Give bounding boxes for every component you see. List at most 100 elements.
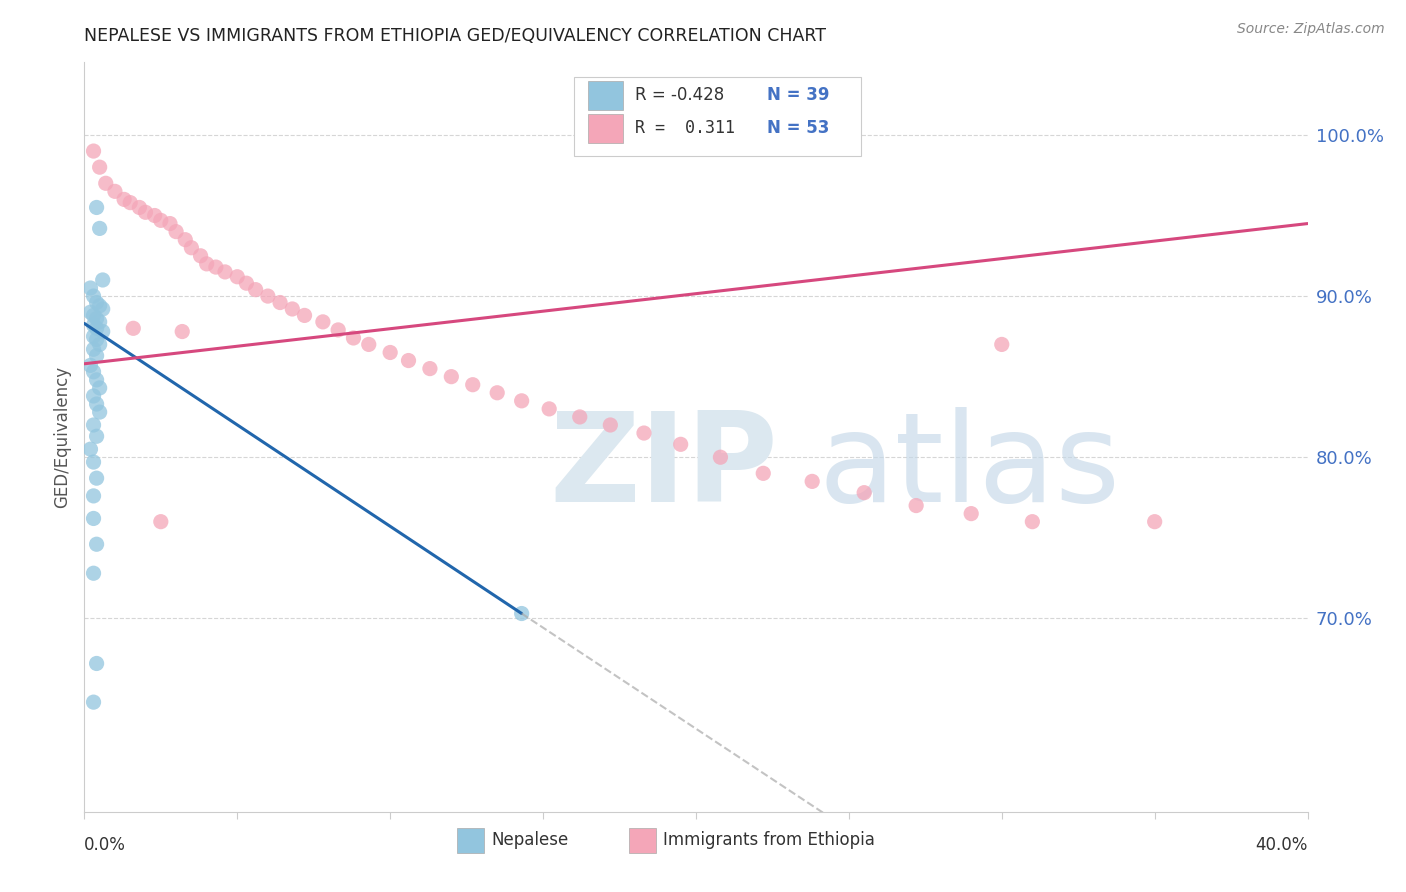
- Point: [112, 193, 135, 207]
- Point: [269, 295, 291, 310]
- Point: [86, 471, 108, 485]
- Point: [257, 289, 280, 303]
- Point: [149, 213, 172, 227]
- Point: [568, 409, 591, 424]
- Point: [960, 507, 983, 521]
- Point: [89, 337, 111, 351]
- Point: [294, 309, 316, 323]
- Point: [905, 499, 928, 513]
- Point: [89, 381, 111, 395]
- Text: ZIP: ZIP: [550, 407, 778, 527]
- Point: [86, 349, 108, 363]
- Point: [86, 429, 108, 443]
- Point: [180, 241, 202, 255]
- Point: [172, 325, 194, 339]
- Point: [83, 289, 105, 303]
- Point: [94, 176, 117, 190]
- FancyBboxPatch shape: [574, 78, 860, 156]
- Point: [89, 405, 111, 419]
- Point: [83, 318, 105, 332]
- Point: [1143, 515, 1166, 529]
- Point: [510, 607, 533, 621]
- Point: [440, 369, 463, 384]
- Text: N = 53: N = 53: [766, 120, 830, 137]
- Point: [174, 233, 197, 247]
- Point: [79, 359, 101, 373]
- Point: [89, 160, 111, 174]
- Point: [86, 537, 108, 551]
- Text: Immigrants from Ethiopia: Immigrants from Ethiopia: [664, 831, 875, 849]
- Point: [461, 377, 484, 392]
- Text: 0.0%: 0.0%: [84, 836, 127, 854]
- Point: [83, 309, 105, 323]
- Point: [120, 195, 142, 210]
- Point: [91, 273, 114, 287]
- Point: [83, 389, 105, 403]
- Point: [83, 695, 105, 709]
- Point: [486, 385, 509, 400]
- Point: [89, 315, 111, 329]
- Text: Nepalese: Nepalese: [492, 831, 569, 849]
- Point: [86, 333, 108, 347]
- Point: [214, 265, 236, 279]
- Point: [83, 511, 105, 525]
- Point: [86, 373, 108, 387]
- Point: [669, 437, 692, 451]
- Point: [83, 489, 105, 503]
- Text: atlas: atlas: [818, 407, 1121, 527]
- FancyBboxPatch shape: [588, 81, 623, 110]
- Point: [83, 144, 105, 158]
- Point: [510, 393, 533, 408]
- Point: [398, 353, 420, 368]
- Point: [89, 299, 111, 313]
- Point: [83, 329, 105, 343]
- Text: R = -0.428: R = -0.428: [636, 87, 724, 104]
- Point: [357, 337, 380, 351]
- Point: [104, 185, 127, 199]
- Point: [79, 442, 101, 457]
- Point: [83, 343, 105, 357]
- Point: [195, 257, 218, 271]
- Point: [122, 321, 145, 335]
- Point: [633, 425, 655, 440]
- Point: [235, 276, 257, 290]
- Point: [79, 305, 101, 319]
- Point: [79, 281, 101, 295]
- FancyBboxPatch shape: [588, 114, 623, 143]
- Point: [86, 295, 108, 310]
- Point: [89, 221, 111, 235]
- FancyBboxPatch shape: [457, 828, 484, 853]
- Text: N = 39: N = 39: [766, 87, 830, 104]
- Text: 40.0%: 40.0%: [1256, 836, 1308, 854]
- Point: [86, 657, 108, 671]
- Point: [801, 475, 824, 489]
- Point: [83, 417, 105, 432]
- Point: [91, 301, 114, 316]
- Point: [159, 217, 181, 231]
- FancyBboxPatch shape: [628, 828, 655, 853]
- Point: [86, 311, 108, 326]
- Point: [752, 467, 775, 481]
- Point: [83, 365, 105, 379]
- Point: [83, 455, 105, 469]
- Point: [226, 269, 249, 284]
- Point: [83, 566, 105, 581]
- Text: NEPALESE VS IMMIGRANTS FROM ETHIOPIA GED/EQUIVALENCY CORRELATION CHART: NEPALESE VS IMMIGRANTS FROM ETHIOPIA GED…: [84, 27, 827, 45]
- Point: [380, 345, 402, 359]
- Point: [419, 361, 441, 376]
- Point: [328, 323, 350, 337]
- Y-axis label: GED/Equivalency: GED/Equivalency: [53, 366, 72, 508]
- Point: [128, 201, 150, 215]
- Point: [149, 515, 172, 529]
- Point: [86, 201, 108, 215]
- Point: [599, 417, 621, 432]
- Point: [190, 249, 212, 263]
- Point: [165, 225, 187, 239]
- Point: [245, 283, 267, 297]
- Text: Source: ZipAtlas.com: Source: ZipAtlas.com: [1237, 22, 1385, 37]
- Point: [312, 315, 335, 329]
- Text: R =  0.311: R = 0.311: [636, 120, 735, 137]
- Point: [342, 331, 364, 345]
- Point: [1021, 515, 1043, 529]
- Point: [86, 321, 108, 335]
